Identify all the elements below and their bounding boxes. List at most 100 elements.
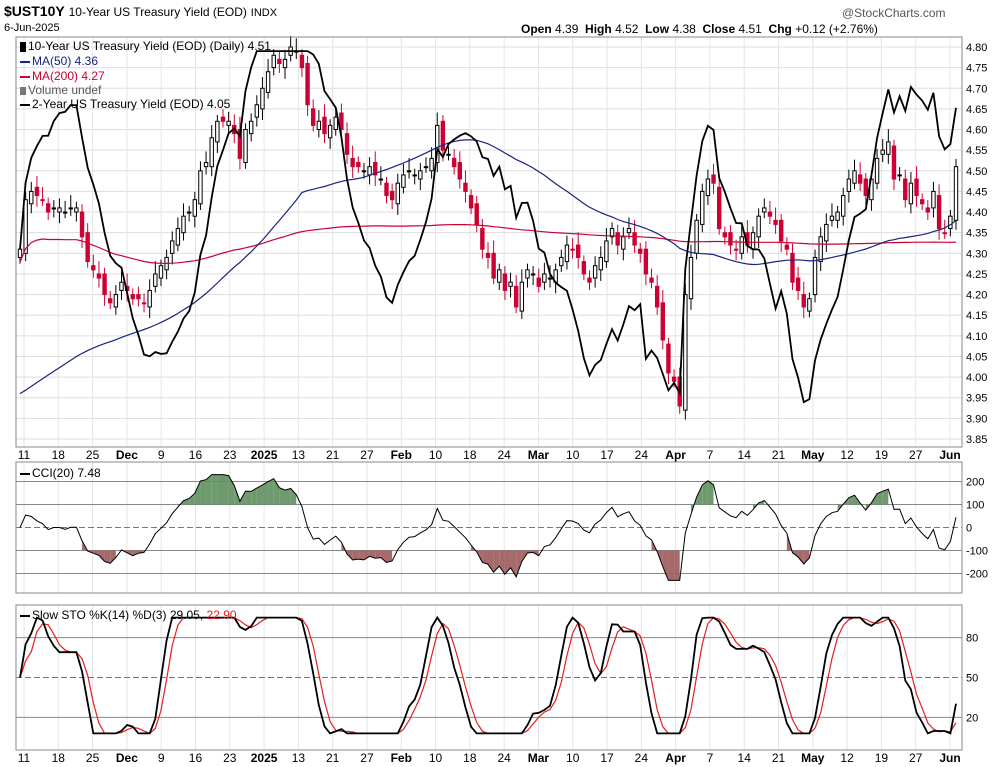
candle-body <box>626 228 632 234</box>
candle-body <box>299 54 305 69</box>
legend-volume-text: Volume undef <box>28 83 102 97</box>
candle-body <box>711 174 716 184</box>
x-tick-label: 18 <box>52 448 66 462</box>
cci-overbought-fill <box>189 493 195 505</box>
candle-body <box>592 265 598 279</box>
candle-body <box>130 294 135 300</box>
candle-body <box>485 252 491 258</box>
candle-body <box>846 178 852 192</box>
open-value: 4.39 <box>555 22 579 36</box>
candle-body <box>756 215 761 238</box>
x-tick-label: 27 <box>909 751 923 765</box>
price-tick-label: 4.20 <box>966 290 987 302</box>
candle-body <box>226 120 231 126</box>
candle-body <box>671 376 677 382</box>
chg-value: +0.12 (+2.76%) <box>795 22 878 36</box>
overlay-swatch-icon <box>20 103 30 106</box>
chg-label: Chg <box>768 22 792 36</box>
cci-overbought-fill <box>707 480 714 505</box>
legend-overlay: 2-Year US Treasury Yield (EOD) 4.05 <box>20 97 230 111</box>
chart-title: $UST10Y 10-Year US Treasury Yield (EOD) … <box>4 3 277 19</box>
watermark-logo: @StockCharts.com <box>842 6 946 20</box>
candle-body <box>96 273 102 279</box>
cci-oversold-fill <box>375 550 381 559</box>
cci-oversold-fill <box>358 550 364 560</box>
candle-body <box>170 240 175 254</box>
x-tick-label: 14 <box>738 751 752 765</box>
candle-body <box>694 219 699 254</box>
x-tick-label: 25 <box>86 448 100 462</box>
cci-oversold-fill <box>363 550 370 560</box>
price-tick-label: 4.40 <box>966 207 987 219</box>
candle-body <box>34 186 40 197</box>
cci-oversold-fill <box>127 550 133 556</box>
candle-body <box>480 228 485 250</box>
x-tick-label: 11 <box>18 448 31 462</box>
candle-body <box>265 71 271 93</box>
cci-oversold-fill <box>662 550 669 581</box>
candle-body <box>621 236 626 250</box>
x-tick-label: 11 <box>18 751 31 765</box>
volume-swatch-icon <box>20 86 26 95</box>
candle-body <box>891 145 897 180</box>
candle-body <box>852 170 857 184</box>
x-tick-label: 13 <box>292 448 306 462</box>
price-tick-label: 4.65 <box>966 104 987 116</box>
pane-frame <box>15 604 963 751</box>
price-tick-label: 4.10 <box>966 331 987 343</box>
candle-icon <box>20 41 26 52</box>
price-tick-label: 4.80 <box>966 42 987 54</box>
cci-overbought-fill <box>268 478 274 505</box>
candle-body <box>435 124 440 164</box>
price-tick-label: 4.75 <box>966 63 987 75</box>
x-tick-label: 19 <box>875 751 889 765</box>
x-tick-label: 12 <box>840 751 854 765</box>
x-tick-label: 7 <box>707 448 714 462</box>
candle-body <box>333 116 338 131</box>
candle-body <box>908 182 914 205</box>
candle-body <box>576 244 581 258</box>
cci-overbought-fill <box>256 484 263 505</box>
candle-body <box>384 182 389 197</box>
candle-body <box>728 232 733 246</box>
x-tick-label: 14 <box>738 448 752 462</box>
candle-body <box>863 178 868 197</box>
candle-body <box>936 195 942 230</box>
x-tick-label: 13 <box>292 751 306 765</box>
candle-body <box>51 207 57 210</box>
legend-ma50: MA(50) 4.36 <box>20 54 98 68</box>
x-tick-label: Mar <box>528 448 550 462</box>
candle-body <box>243 129 248 164</box>
candle-body <box>542 273 547 283</box>
candle-body <box>429 157 434 172</box>
cci-overbought-fill <box>696 484 703 505</box>
candle-body <box>147 289 152 308</box>
candle-body <box>801 294 806 308</box>
candle-body <box>373 162 378 176</box>
candle-body <box>807 298 812 312</box>
candle-body <box>62 211 68 214</box>
symbol-label: $UST10Y <box>4 3 65 19</box>
candle-body <box>598 256 603 271</box>
candle-body <box>491 252 496 279</box>
candle-body <box>835 211 840 221</box>
ma50-line <box>19 139 957 395</box>
x-tick-label: 21 <box>326 448 340 462</box>
x-tick-label: 9 <box>158 751 165 765</box>
cci-oversold-fill <box>674 550 680 581</box>
candle-body <box>468 195 474 209</box>
cci-overbought-fill <box>200 479 207 505</box>
x-tick-label: 17 <box>600 751 614 765</box>
candle-body <box>119 281 124 291</box>
price-tick-label: 4.60 <box>966 125 987 137</box>
candle-body <box>29 190 34 205</box>
candle-body <box>282 58 288 69</box>
cci-overbought-fill <box>877 491 883 505</box>
x-tick-label: 17 <box>600 448 614 462</box>
price-tick-label: 4.15 <box>966 310 987 322</box>
x-tick-label: 21 <box>772 448 786 462</box>
candle-body <box>666 343 671 374</box>
exchange-label: INDX <box>250 7 278 19</box>
candle-body <box>79 211 85 238</box>
cci-overbought-fill <box>245 491 252 505</box>
